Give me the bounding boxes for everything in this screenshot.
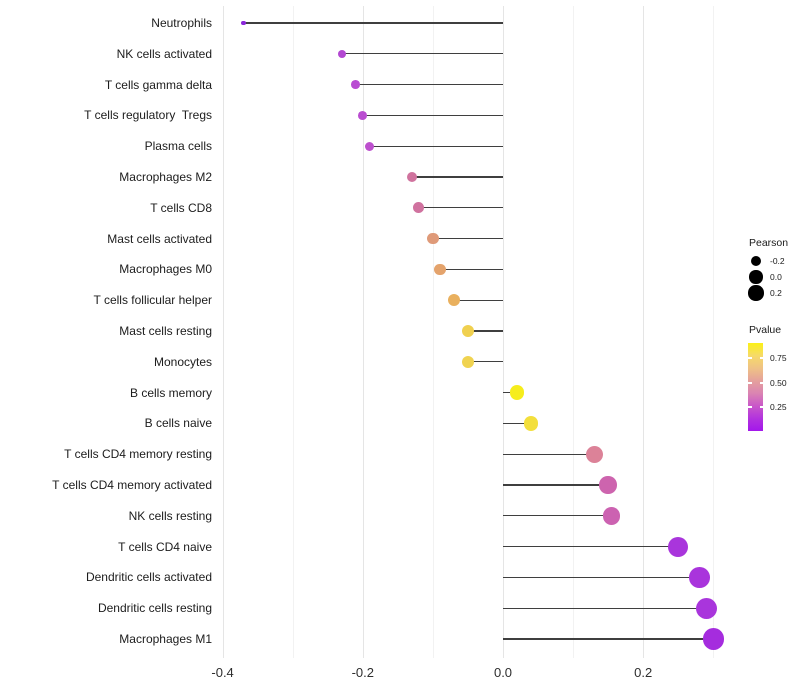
lollipop-dot xyxy=(461,355,475,369)
gridline-major xyxy=(503,6,504,658)
lollipop-dot xyxy=(461,324,475,338)
gridline-minor xyxy=(432,6,434,658)
y-axis-label: NK cells activated xyxy=(116,46,212,61)
colorbar-tick-mark xyxy=(748,357,752,359)
y-axis-label: Macrophages M0 xyxy=(119,262,212,277)
lollipop-stem xyxy=(369,145,503,147)
colorbar-tick-mark xyxy=(748,382,752,384)
gridline-major xyxy=(362,6,364,658)
y-axis-label: Mast cells activated xyxy=(107,231,212,246)
y-axis-label: T cells CD8 xyxy=(150,200,212,215)
size-legend-dot xyxy=(749,270,763,284)
lollipop-dot xyxy=(365,141,375,151)
y-axis-label: Monocytes xyxy=(153,354,212,369)
colorbar-tick-mark xyxy=(759,357,763,359)
y-axis-label: B cells memory xyxy=(129,385,212,400)
lollipop-stem xyxy=(439,268,503,271)
size-legend-label: 0.0 xyxy=(770,272,782,282)
lollipop-stem xyxy=(503,576,700,579)
colorbar-tick-mark xyxy=(748,406,752,408)
x-axis-tick-label: 0.2 xyxy=(634,665,653,680)
lollipop-dot xyxy=(695,597,717,619)
lollipop-dot xyxy=(413,202,425,214)
lollipop-stem xyxy=(341,53,503,55)
lollipop-stem xyxy=(503,638,714,640)
y-axis-label: T cells follicular helper xyxy=(93,293,213,308)
colorbar-tick-mark xyxy=(759,382,763,384)
y-axis-label: T cells regulatory Tregs xyxy=(84,108,212,123)
y-axis-label: Macrophages M2 xyxy=(119,170,212,184)
gridline-minor xyxy=(713,6,715,658)
lollipop-stem xyxy=(503,484,609,486)
lollipop-dot xyxy=(599,476,617,494)
lollipop-dot xyxy=(523,416,539,431)
lollipop-dot xyxy=(688,567,710,588)
pvalue-colorbar xyxy=(748,343,763,431)
lollipop-stem xyxy=(467,361,503,363)
lollipop-dot xyxy=(602,506,621,525)
gridline-major xyxy=(643,6,645,658)
y-axis-label: B cells naive xyxy=(144,416,212,431)
lollipop-stem xyxy=(503,422,532,425)
y-axis-label: T cells gamma delta xyxy=(104,77,212,92)
lollipop-dot xyxy=(337,49,346,58)
y-axis-label: T cells CD4 naive xyxy=(118,539,212,554)
lollipop-dot xyxy=(406,171,418,183)
gridline-major xyxy=(222,6,224,658)
y-axis-label: Dendritic cells activated xyxy=(85,570,212,585)
lollipop-stem xyxy=(503,545,679,548)
lollipop-stem xyxy=(243,22,503,24)
lollipop-dot xyxy=(358,110,368,120)
color-legend-label: 0.50 xyxy=(770,378,787,388)
y-axis-label: NK cells resting xyxy=(128,508,212,523)
x-axis-tick-label: 0.0 xyxy=(493,665,513,680)
size-legend-dot xyxy=(750,255,762,267)
lollipop-dot xyxy=(241,20,246,26)
colorbar-tick-mark xyxy=(759,406,763,408)
lollipop-dot xyxy=(351,80,361,89)
lollipop-stem xyxy=(467,330,503,332)
y-axis-label: Plasma cells xyxy=(144,139,212,154)
lollipop-stem xyxy=(453,299,503,301)
lollipop-stem xyxy=(503,607,707,609)
color-legend-label: 0.25 xyxy=(770,402,787,412)
lollipop-dot xyxy=(668,536,689,557)
lollipop-stem xyxy=(432,237,503,240)
x-axis-tick-label: -0.4 xyxy=(211,665,234,680)
lollipop-stem xyxy=(362,114,503,117)
gridline-minor xyxy=(292,6,294,658)
y-axis-label: Macrophages M1 xyxy=(119,632,212,646)
lollipop-stem xyxy=(503,453,595,455)
size-legend-title: Pearson xyxy=(749,237,789,249)
y-axis-label: Neutrophils xyxy=(151,16,212,30)
lollipop-stem xyxy=(418,207,503,209)
y-axis-label: T cells CD4 memory activated xyxy=(52,478,212,492)
size-legend-label: 0.2 xyxy=(770,288,782,298)
lollipop-dot xyxy=(427,232,439,245)
y-axis-label: T cells CD4 memory resting xyxy=(64,447,212,462)
color-legend-title: Pvalue xyxy=(749,324,782,336)
y-axis-label: Dendritic cells resting xyxy=(97,601,212,616)
lollipop-stem xyxy=(355,83,503,86)
color-legend-label: 0.75 xyxy=(770,353,787,363)
lollipop-stem xyxy=(411,176,503,178)
lollipop-stem xyxy=(503,515,612,517)
size-legend-label: -0.2 xyxy=(770,256,785,266)
size-legend-dot xyxy=(748,285,764,301)
lollipop-dot xyxy=(447,294,460,307)
lollipop-dot xyxy=(509,385,525,400)
lollipop-dot xyxy=(434,263,446,276)
x-axis-tick-label: -0.2 xyxy=(351,665,374,680)
y-axis-label: Mast cells resting xyxy=(119,324,212,338)
gridline-minor xyxy=(573,6,575,658)
lollipop-dot xyxy=(702,628,724,650)
lollipop-dot xyxy=(585,445,603,463)
